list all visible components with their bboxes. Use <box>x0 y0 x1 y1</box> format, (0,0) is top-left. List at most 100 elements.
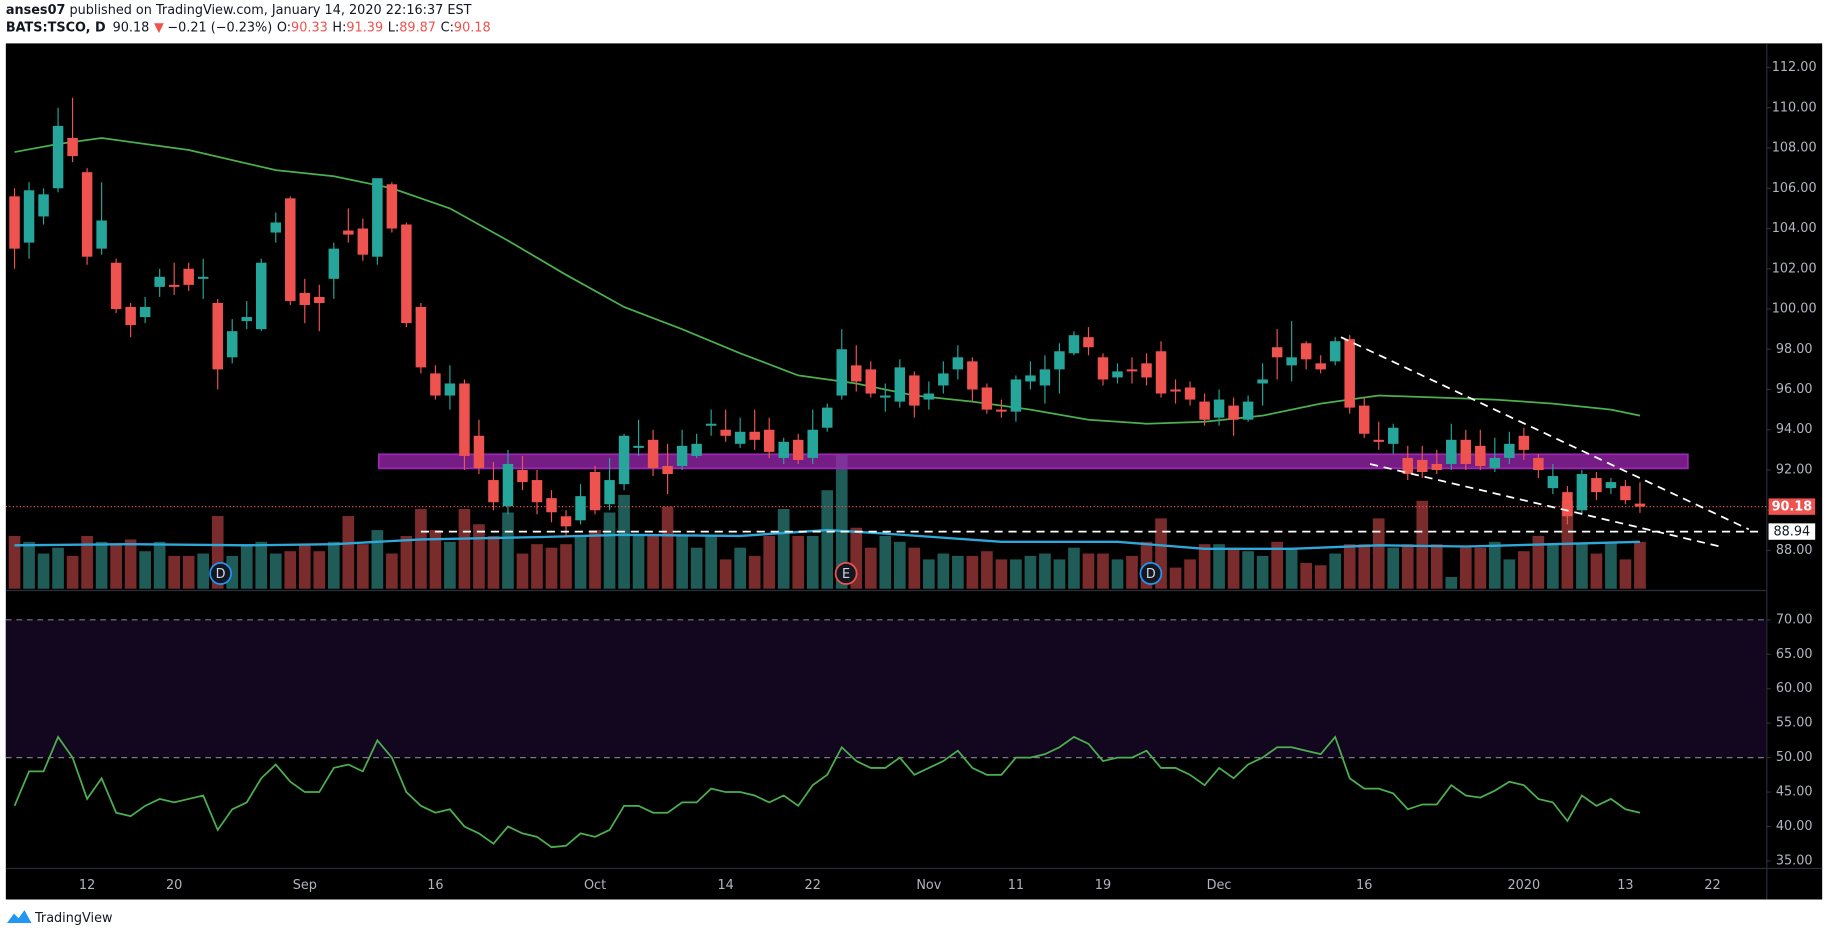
volume-bar <box>8 535 21 589</box>
candle-body <box>952 357 964 370</box>
y-tick-label: 92.00 <box>1776 462 1813 477</box>
volume-bar <box>182 555 195 589</box>
volume-bar <box>952 555 964 589</box>
candle-body <box>1431 463 1443 471</box>
x-tick-label: 13 <box>1617 878 1633 893</box>
candle-body <box>328 248 340 279</box>
volume-bar <box>981 551 993 589</box>
h-key: H: <box>332 21 346 36</box>
x-tick-label: 12 <box>79 878 95 893</box>
volume-bar <box>879 535 892 589</box>
candle-body <box>110 262 122 310</box>
candle-body <box>1155 351 1167 394</box>
last-price-box <box>1768 498 1816 515</box>
volume-bar <box>95 541 108 589</box>
candle-body <box>1039 369 1051 386</box>
volume-bar <box>1474 547 1487 589</box>
volume-bar <box>1039 553 1051 589</box>
volume-bar <box>545 547 558 589</box>
c-key: C: <box>441 21 454 36</box>
volume-bar <box>81 535 93 589</box>
volume-bar <box>1488 541 1501 589</box>
candle-body <box>778 441 789 458</box>
volume-bar <box>1227 547 1240 589</box>
c-value: 90.18 <box>454 21 491 36</box>
volume-bar <box>647 535 659 589</box>
volume-bar <box>1605 541 1617 589</box>
candle-body <box>880 395 891 398</box>
volume-bar <box>1576 544 1588 589</box>
l-key: L: <box>388 21 399 36</box>
candle-body <box>1576 474 1588 511</box>
volume-bar <box>1082 553 1095 589</box>
volume-bar <box>37 553 50 589</box>
candle-body <box>1329 341 1341 362</box>
candle-body <box>1257 379 1268 384</box>
candle-body <box>981 387 993 410</box>
brand: TradingView <box>34 911 112 926</box>
volume-bar <box>124 539 137 589</box>
volume-bar <box>1285 547 1298 589</box>
candle-body <box>488 480 499 503</box>
volume-bar <box>1256 555 1269 589</box>
candle-body <box>1605 482 1617 489</box>
last-price-label: 90.18 <box>1772 500 1813 515</box>
candle-body <box>459 383 470 456</box>
volume-bar <box>1430 544 1443 589</box>
candle-body <box>1271 347 1283 358</box>
volume-bar <box>1242 551 1254 589</box>
candle-body <box>183 268 194 285</box>
candle-body <box>676 445 688 466</box>
l-value: 89.87 <box>399 21 436 36</box>
candle-body <box>1054 351 1065 370</box>
candle-body <box>372 178 383 257</box>
published: published on TradingView.com, January 14… <box>65 3 471 18</box>
candle-body <box>139 307 151 318</box>
y-tick-label: 110.00 <box>1772 100 1817 115</box>
candle-body <box>894 367 906 402</box>
candle-body <box>1562 492 1573 517</box>
volume-bar <box>705 535 717 589</box>
candle-body <box>1446 439 1457 464</box>
candle-body <box>1475 445 1486 466</box>
volume-bar <box>429 530 442 589</box>
candle-body <box>1068 335 1080 354</box>
volume-bar <box>661 506 674 589</box>
candle-body <box>38 194 49 217</box>
candle-body <box>52 125 64 189</box>
candle-body <box>662 465 673 475</box>
volume-bar <box>1271 541 1283 589</box>
event-marker <box>834 562 858 585</box>
candle-body <box>923 393 935 400</box>
candle-body <box>575 496 586 521</box>
candle-body <box>285 198 296 301</box>
volume-bar <box>23 541 35 589</box>
candle-body <box>1199 401 1210 420</box>
volume-bar <box>835 455 848 589</box>
volume-bar <box>52 547 64 589</box>
rsi-band <box>5 619 1767 758</box>
volume-bar <box>400 535 413 589</box>
volume-bar <box>1532 535 1545 589</box>
y-tick-label: 60.00 <box>1776 681 1813 696</box>
volume-bar <box>1590 553 1603 589</box>
volume-bar <box>516 553 529 589</box>
volume-bar <box>1634 541 1646 589</box>
volume-bar <box>386 553 398 589</box>
volume-bar <box>371 530 384 589</box>
y-tick-label: 112.00 <box>1772 60 1817 75</box>
change: −0.21 (−0.23%) <box>167 21 272 36</box>
volume-bar <box>298 544 311 589</box>
x-tick-label: Nov <box>916 878 941 893</box>
trendline <box>1340 336 1750 531</box>
event-label: D <box>216 567 226 582</box>
x-tick-label: Sep <box>293 878 317 893</box>
candle-body <box>197 276 209 279</box>
volume-bar <box>908 547 921 589</box>
volume-bar <box>1547 544 1559 589</box>
candle-body <box>865 369 877 394</box>
volume-bar <box>473 524 485 589</box>
rsi-line <box>13 735 1641 849</box>
candle-body <box>1184 387 1196 400</box>
